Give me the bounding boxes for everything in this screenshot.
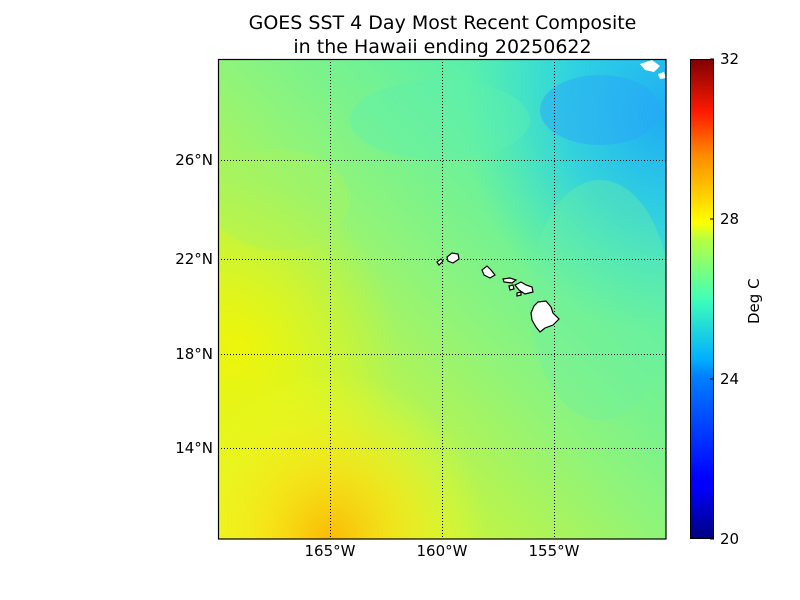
lat-label-18n: 18°N	[175, 345, 213, 363]
sst-field	[218, 59, 666, 539]
island-oahu	[481, 265, 496, 279]
map-frame	[217, 58, 667, 540]
missing-data-mask	[640, 60, 666, 79]
island-hawaii-big-island	[530, 300, 560, 333]
colorbar	[690, 59, 714, 539]
island-niihau	[436, 258, 444, 266]
colorbar-tick-20: 20	[720, 530, 740, 548]
colorbar-tick-marks	[710, 58, 714, 540]
colorbar-tick-24: 24	[720, 370, 740, 388]
hawaiian-islands	[436, 252, 560, 333]
island-kauai	[446, 252, 460, 264]
colorbar-title: Deg C	[745, 278, 763, 324]
lat-label-22n: 22°N	[175, 250, 213, 268]
island-kahoolawe	[516, 291, 522, 297]
island-lanai	[508, 284, 515, 291]
colorbar-tick-28: 28	[720, 210, 740, 228]
island-maui	[514, 281, 534, 295]
map-title-line-1: GOES SST 4 Day Most Recent Composite	[248, 12, 637, 34]
lat-label-26n: 26°N	[175, 151, 213, 169]
map-title-line-2: in the Hawaii ending 20250622	[293, 36, 592, 58]
colorbar-frame	[690, 59, 714, 539]
lat-label-14n: 14°N	[175, 439, 213, 457]
island-molokai	[502, 277, 518, 284]
graticule	[218, 59, 666, 539]
lon-label-160w: 160°W	[416, 542, 468, 560]
lon-label-155w: 155°W	[528, 542, 580, 560]
lon-label-165w: 165°W	[304, 542, 356, 560]
colorbar-tick-32: 32	[720, 50, 740, 68]
